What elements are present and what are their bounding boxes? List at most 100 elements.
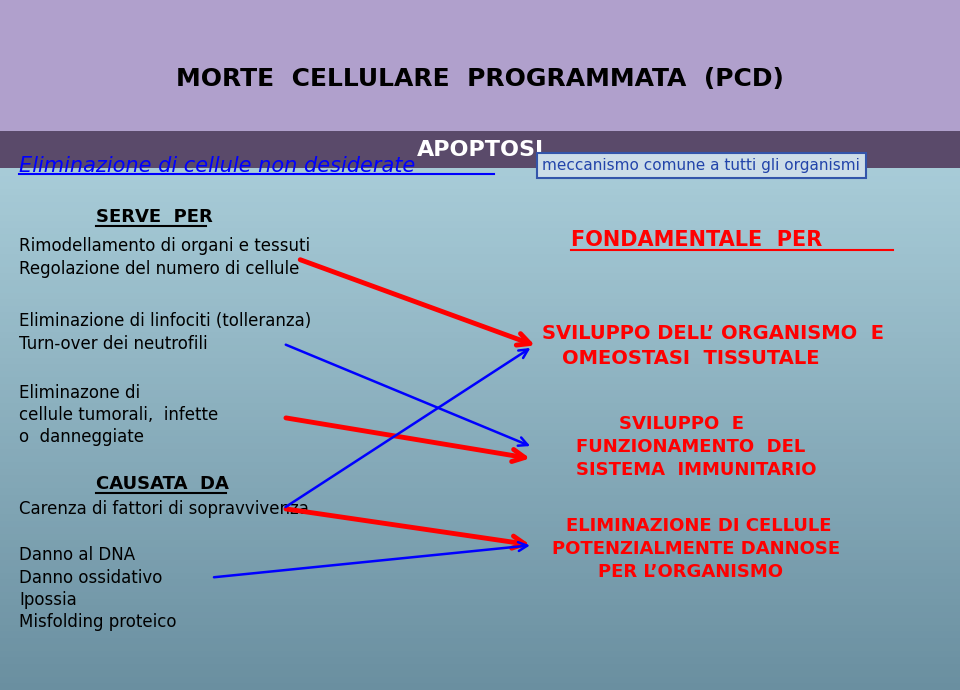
Text: Misfolding proteico: Misfolding proteico: [19, 613, 177, 631]
Bar: [0, 200, 960, 208]
Text: o  danneggiate: o danneggiate: [19, 428, 144, 446]
Bar: [0, 395, 960, 404]
Bar: [0, 617, 960, 625]
Bar: [0, 604, 960, 612]
Bar: [0, 500, 960, 508]
Bar: [0, 506, 960, 514]
Bar: [0, 131, 960, 169]
Bar: [0, 598, 960, 605]
Text: FUNZIONAMENTO  DEL: FUNZIONAMENTO DEL: [576, 438, 805, 456]
Bar: [0, 682, 960, 690]
Bar: [0, 435, 960, 442]
Text: Turn-over dei neutrofili: Turn-over dei neutrofili: [19, 335, 207, 353]
Bar: [0, 448, 960, 455]
Text: Carenza di fattori di sopravvivenza: Carenza di fattori di sopravvivenza: [19, 500, 309, 518]
Text: Regolazione del numero di cellule: Regolazione del numero di cellule: [19, 260, 300, 278]
Bar: [0, 552, 960, 560]
Bar: [0, 0, 960, 131]
Bar: [0, 226, 960, 234]
Text: Eliminazione di cellule non desiderate: Eliminazione di cellule non desiderate: [19, 156, 416, 175]
Bar: [0, 428, 960, 436]
Bar: [0, 533, 960, 540]
Bar: [0, 480, 960, 488]
Bar: [0, 344, 960, 351]
Text: cellule tumorali,  infette: cellule tumorali, infette: [19, 406, 219, 424]
Text: FONDAMENTALE  PER: FONDAMENTALE PER: [571, 230, 823, 250]
Text: meccanismo comune a tutti gli organismi: meccanismo comune a tutti gli organismi: [542, 158, 860, 173]
Text: APOPTOSI: APOPTOSI: [417, 141, 543, 160]
Bar: [0, 174, 960, 182]
Bar: [0, 370, 960, 377]
Bar: [0, 259, 960, 267]
Bar: [0, 291, 960, 299]
Bar: [0, 545, 960, 553]
Bar: [0, 324, 960, 332]
Text: Rimodellamento di organi e tessuti: Rimodellamento di organi e tessuti: [19, 237, 310, 255]
Bar: [0, 317, 960, 326]
Bar: [0, 676, 960, 684]
Bar: [0, 278, 960, 286]
Bar: [0, 474, 960, 482]
Bar: [0, 422, 960, 429]
Bar: [0, 246, 960, 254]
Bar: [0, 636, 960, 644]
Bar: [0, 311, 960, 319]
Bar: [0, 382, 960, 391]
Bar: [0, 357, 960, 364]
Bar: [0, 571, 960, 580]
Bar: [0, 662, 960, 671]
Bar: [0, 669, 960, 677]
Text: Eliminazione di linfociti (tolleranza): Eliminazione di linfociti (tolleranza): [19, 312, 311, 330]
Bar: [0, 181, 960, 188]
Bar: [0, 441, 960, 449]
Bar: [0, 298, 960, 306]
Bar: [0, 565, 960, 573]
Bar: [0, 233, 960, 241]
Text: POTENZIALMENTE DANNOSE: POTENZIALMENTE DANNOSE: [552, 540, 840, 558]
Bar: [0, 350, 960, 358]
Text: SVILUPPO DELL’ ORGANISMO  E: SVILUPPO DELL’ ORGANISMO E: [542, 324, 884, 344]
Bar: [0, 415, 960, 423]
Bar: [0, 461, 960, 469]
Bar: [0, 520, 960, 527]
Text: ELIMINAZIONE DI CELLULE: ELIMINAZIONE DI CELLULE: [566, 518, 832, 535]
Bar: [0, 272, 960, 279]
Bar: [0, 624, 960, 631]
Bar: [0, 584, 960, 592]
Bar: [0, 331, 960, 338]
Bar: [0, 467, 960, 475]
Text: SVILUPPO  E: SVILUPPO E: [619, 415, 744, 433]
Bar: [0, 266, 960, 273]
Bar: [0, 493, 960, 501]
Bar: [0, 213, 960, 221]
Bar: [0, 239, 960, 247]
Text: Eliminazone di: Eliminazone di: [19, 384, 140, 402]
Bar: [0, 194, 960, 201]
Text: SERVE  PER: SERVE PER: [96, 208, 213, 226]
Bar: [0, 207, 960, 215]
Bar: [0, 402, 960, 410]
Bar: [0, 454, 960, 462]
Text: PER L’ORGANISMO: PER L’ORGANISMO: [598, 563, 783, 581]
Bar: [0, 630, 960, 638]
Bar: [0, 649, 960, 658]
Bar: [0, 376, 960, 384]
Bar: [0, 337, 960, 345]
Bar: [0, 389, 960, 397]
Text: Danno ossidativo: Danno ossidativo: [19, 569, 162, 586]
Bar: [0, 591, 960, 599]
Text: SISTEMA  IMMUNITARIO: SISTEMA IMMUNITARIO: [576, 461, 817, 479]
Bar: [0, 656, 960, 664]
Bar: [0, 526, 960, 534]
Bar: [0, 253, 960, 260]
Bar: [0, 304, 960, 313]
Text: CAUSATA  DA: CAUSATA DA: [96, 475, 228, 493]
Text: Ipossia: Ipossia: [19, 591, 77, 609]
Text: MORTE  CELLULARE  PROGRAMMATA  (PCD): MORTE CELLULARE PROGRAMMATA (PCD): [176, 68, 784, 91]
Bar: [0, 578, 960, 586]
Text: OMEOSTASI  TISSUTALE: OMEOSTASI TISSUTALE: [562, 349, 819, 368]
Bar: [0, 513, 960, 521]
Bar: [0, 539, 960, 546]
Bar: [0, 168, 960, 175]
Bar: [0, 187, 960, 195]
